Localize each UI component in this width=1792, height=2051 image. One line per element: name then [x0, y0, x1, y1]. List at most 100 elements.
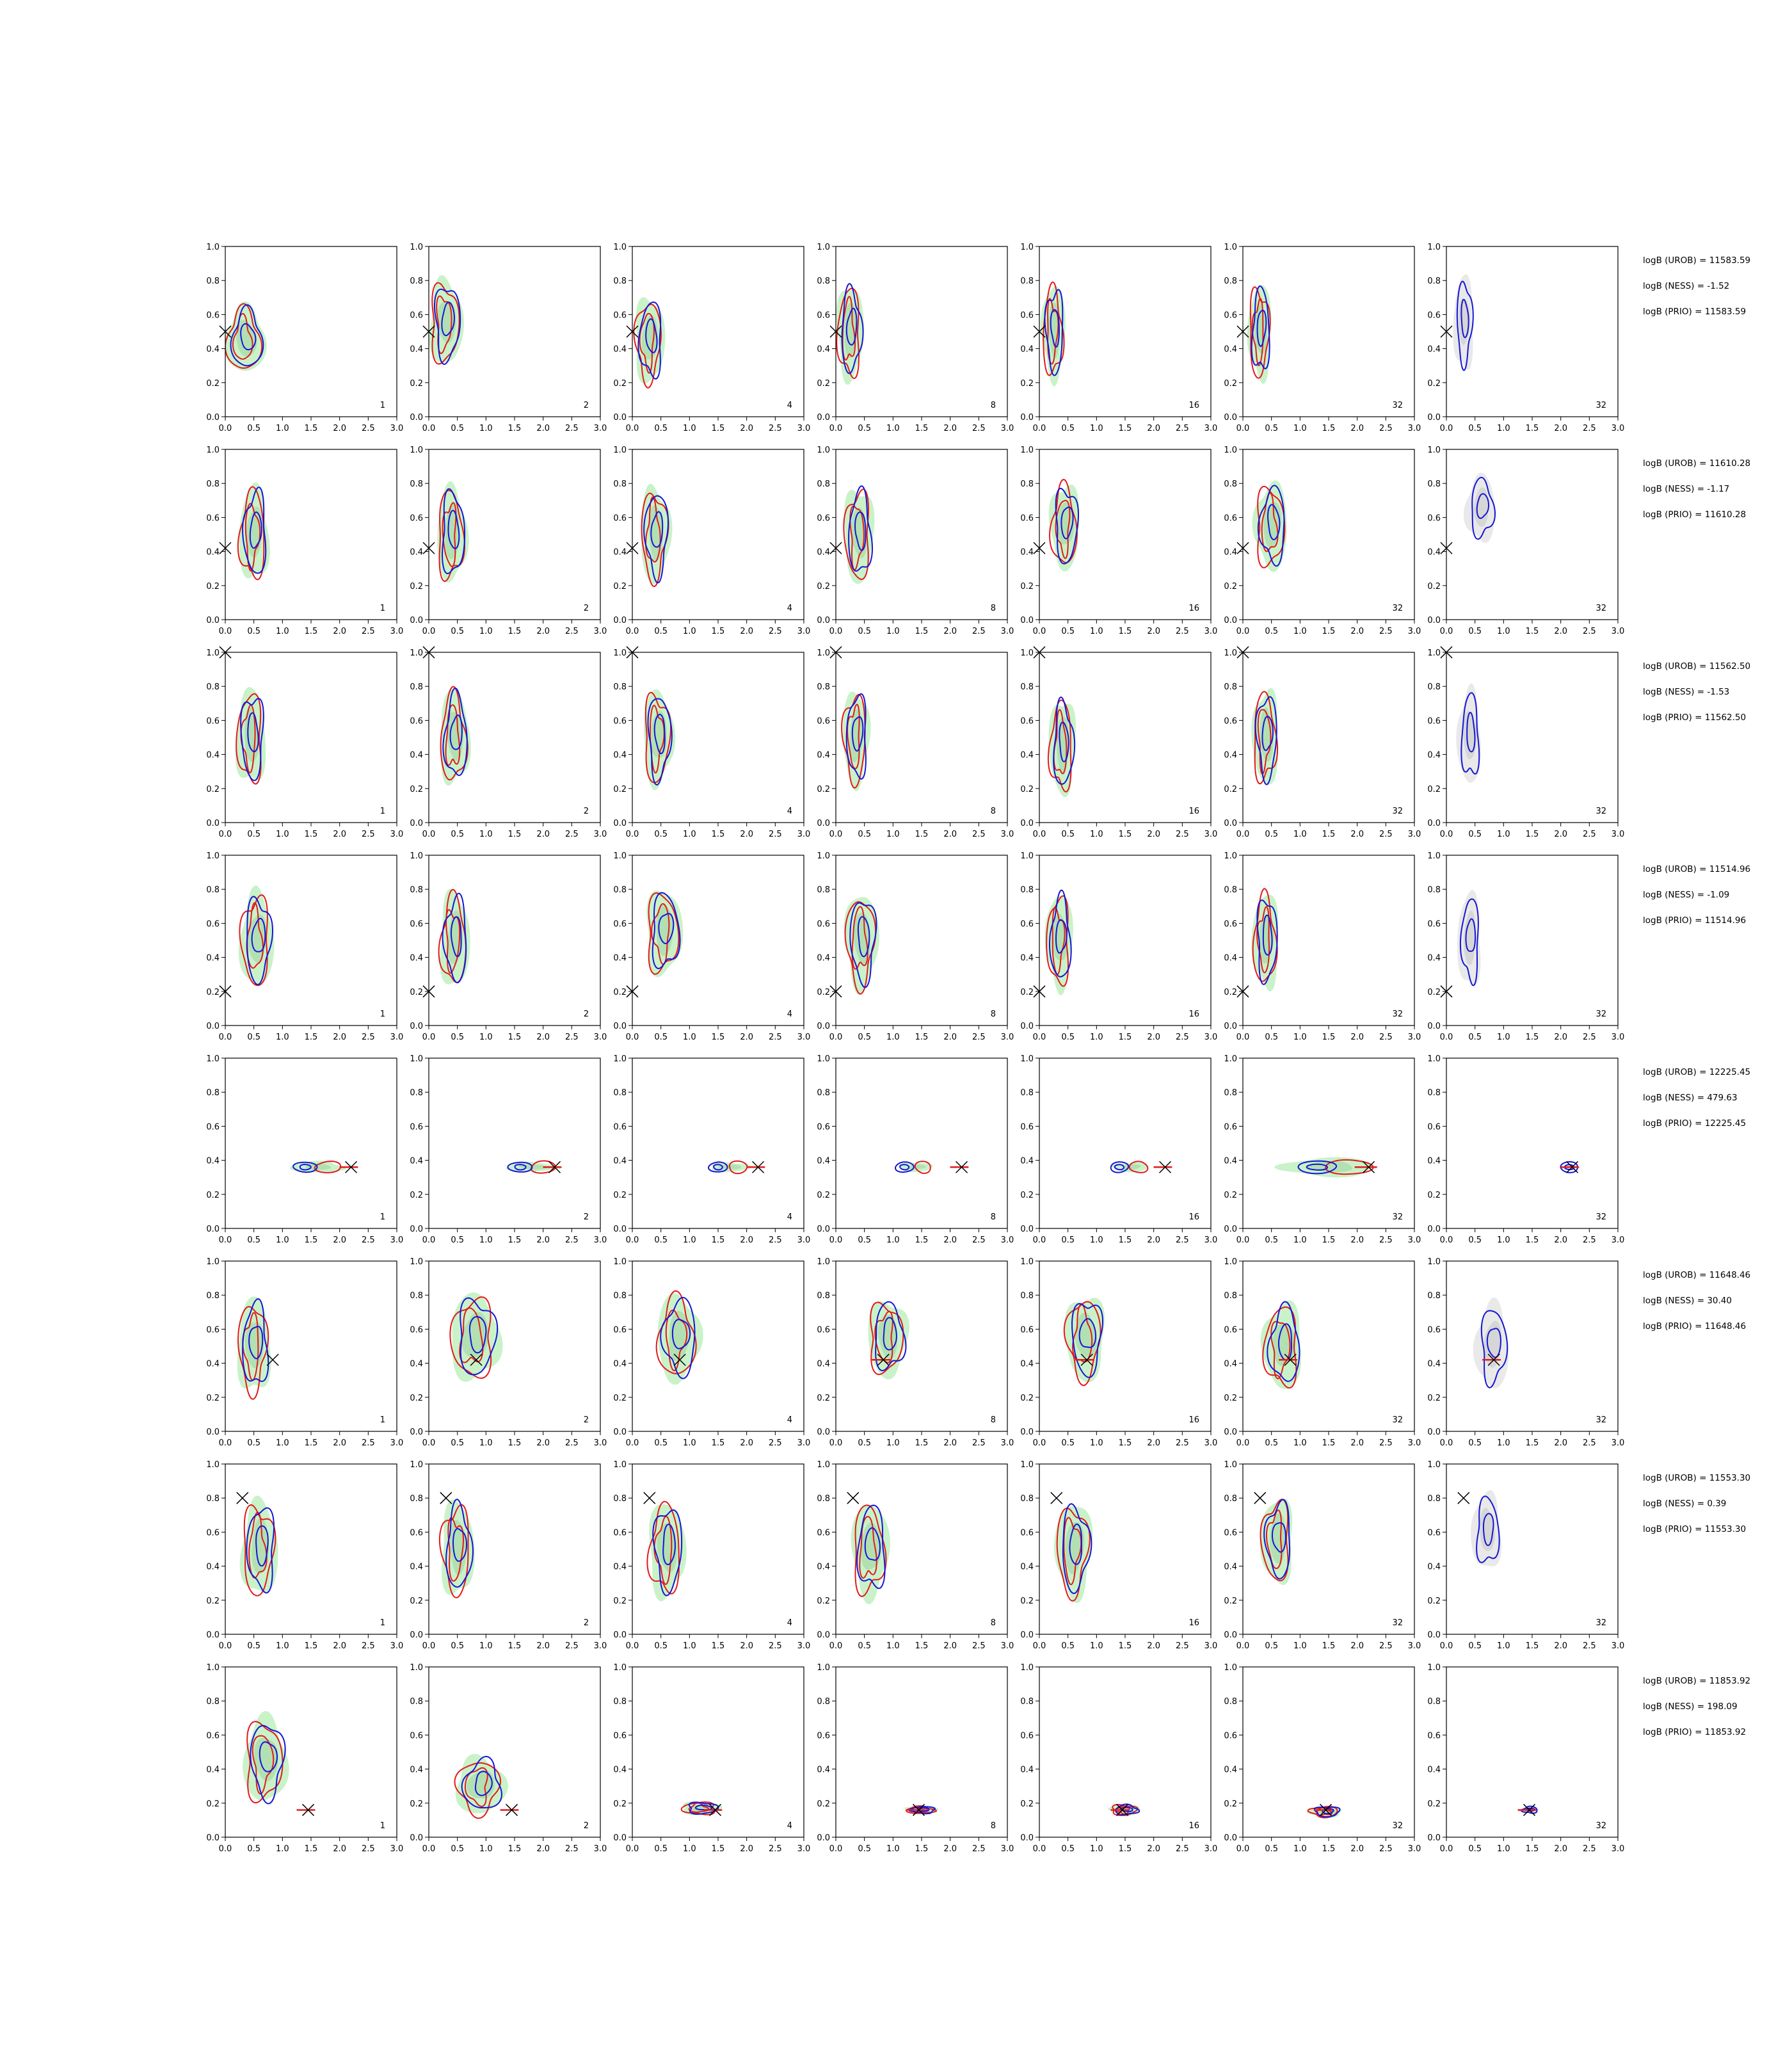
y-tick-label: 0.8: [1020, 1088, 1034, 1098]
x-tick-label: 0.0: [829, 1844, 843, 1854]
axes-frame: [1446, 449, 1619, 620]
panel-contours: [868, 1301, 909, 1379]
x-tick-label: 0.0: [1236, 1641, 1250, 1651]
blue-contour-inner: [653, 714, 666, 755]
y-tick-label: 0.8: [1020, 885, 1034, 895]
axes-frame: [835, 1058, 1008, 1229]
x-tick-label: 1.5: [712, 424, 725, 433]
y-tick-label: 0.4: [410, 1563, 423, 1572]
y-tick-label: 0.6: [410, 1325, 423, 1335]
x-tick-label: 2.0: [740, 1235, 753, 1245]
x-tick-label: 3.0: [1204, 1438, 1218, 1448]
y-tick-label: 0.6: [1427, 513, 1441, 523]
panel-iteration-label: 1: [380, 604, 385, 613]
x-tick-label: 0.5: [247, 1438, 260, 1448]
x-tick-label: 1.5: [915, 1844, 929, 1854]
truth-marker: [506, 1803, 518, 1816]
y-tick-label: 0.0: [1020, 819, 1034, 828]
blue-contour-inner: [1482, 1513, 1494, 1547]
red-contour: [914, 1161, 931, 1174]
y-tick-label: 0.4: [1020, 751, 1034, 760]
blue-contour-inner: [474, 1771, 493, 1796]
y-tick-label: 0.0: [613, 1022, 627, 1031]
red-contour-inner: [1047, 298, 1059, 365]
y-tick-label: 0.0: [206, 1428, 220, 1437]
y-tick-label: 0.6: [1427, 1325, 1441, 1335]
x-tick-label: 1.5: [508, 424, 522, 433]
blue-contour-inner: [1262, 914, 1273, 956]
y-tick-label: 0.0: [410, 1022, 423, 1031]
x-tick-label: 0.0: [219, 1235, 232, 1245]
x-tick-label: 2.0: [1147, 1235, 1160, 1245]
x-tick-label: 0.5: [247, 627, 260, 636]
y-tick-label: 0.8: [1224, 1494, 1237, 1504]
x-tick-label: 1.0: [276, 424, 289, 433]
x-tick-label: 0.0: [829, 1641, 843, 1651]
logb-annotation: logB (UROB) = 11853.92: [1643, 1676, 1751, 1686]
logb-annotation: logB (PRIO) = 11583.59: [1643, 307, 1747, 317]
x-tick-label: 1.0: [1090, 1235, 1103, 1245]
panel-contours: [235, 687, 266, 785]
y-tick-label: 0.6: [410, 716, 423, 726]
y-tick-label: 0.8: [817, 1088, 830, 1098]
y-tick-label: 0.6: [613, 716, 627, 726]
y-tick-label: 0.6: [1427, 1731, 1441, 1741]
y-tick-label: 1.0: [1427, 648, 1441, 658]
y-tick-label: 0.0: [206, 616, 220, 625]
x-tick-label: 2.5: [1583, 1033, 1596, 1042]
y-tick-label: 1.0: [1020, 851, 1034, 861]
x-tick-label: 2.0: [1350, 1844, 1364, 1854]
x-tick-label: 0.5: [654, 1033, 668, 1042]
y-tick-label: 1.0: [613, 243, 627, 252]
y-tick-label: 0.0: [206, 1225, 220, 1234]
blue-contour-inner: [251, 917, 266, 953]
red-contour-outer: [844, 901, 877, 995]
red-contour-inner: [1055, 499, 1071, 559]
x-tick-label: 3.0: [1204, 1844, 1218, 1854]
blue-contour-inner: [713, 1164, 723, 1171]
truth-marker: [1523, 1803, 1536, 1816]
x-tick-label: 1.5: [712, 830, 725, 839]
panel-iteration-label: 8: [991, 1821, 996, 1831]
x-tick-label: 0.0: [1033, 1235, 1046, 1245]
y-tick-label: 0.0: [1224, 616, 1237, 625]
panel-contours: [707, 1160, 765, 1175]
y-tick-label: 0.0: [1427, 616, 1441, 625]
x-tick-label: 2.0: [1147, 424, 1160, 433]
x-tick-label: 1.5: [1322, 1033, 1336, 1042]
panel-r4-c1: 0.0 0.5 1.0 1.5 2.0 2.5 3.0 0.0 0.2 0.4 0.6 0.8 1.0 1: [206, 851, 403, 1042]
x-tick-label: 2.0: [1147, 1641, 1160, 1651]
y-tick-label: 0.0: [817, 1428, 830, 1437]
x-tick-label: 1.0: [1497, 424, 1510, 433]
x-tick-label: 0.0: [1236, 1235, 1250, 1245]
panel-r7-c3: 0.0 0.5 1.0 1.5 2.0 2.5 3.0 0.0 0.2 0.4 0.6 0.8 1.0 4: [613, 1460, 810, 1651]
panel-r8-c3: 0.0 0.5 1.0 1.5 2.0 2.5 3.0 0.0 0.2 0.4 0.6 0.8 1.0 4: [613, 1663, 810, 1854]
panel-contours: [1251, 888, 1279, 992]
x-tick-label: 1.0: [479, 1641, 493, 1651]
x-tick-label: 2.5: [769, 424, 782, 433]
x-tick-label: 1.5: [305, 830, 318, 839]
y-tick-label: 1.0: [817, 1054, 830, 1064]
y-tick-label: 0.2: [410, 1597, 423, 1606]
panel-r5-c5: 0.0 0.5 1.0 1.5 2.0 2.5 3.0 0.0 0.2 0.4 0.6 0.8 1.0 1…: [1020, 1054, 1217, 1245]
x-tick-label: 0.5: [1061, 1844, 1075, 1854]
x-tick-label: 2.5: [1583, 627, 1596, 636]
x-tick-label: 2.5: [1379, 1641, 1393, 1651]
blue-contour-outer: [250, 1725, 286, 1805]
y-tick-label: 1.0: [817, 1460, 830, 1470]
panel-r6-c3: 0.0 0.5 1.0 1.5 2.0 2.5 3.0 0.0 0.2 0.4 0.6 0.8 1.0 4: [613, 1257, 810, 1448]
x-tick-label: 0.5: [247, 1235, 260, 1245]
panel-iteration-label: 8: [991, 807, 996, 816]
red-contour-outer: [236, 693, 262, 785]
y-tick-label: 0.2: [1427, 1394, 1441, 1403]
x-tick-label: 1.0: [1293, 424, 1307, 433]
x-tick-label: 0.5: [451, 830, 464, 839]
y-tick-label: 1.0: [1427, 1054, 1441, 1064]
panel-contours: [1274, 1157, 1377, 1178]
logb-annotation: logB (PRIO) = 11562.50: [1643, 712, 1747, 723]
y-tick-label: 0.6: [410, 310, 423, 320]
y-tick-label: 1.0: [1427, 243, 1441, 252]
blue-contour-outer: [875, 1301, 907, 1372]
x-tick-label: 1.5: [915, 627, 929, 636]
y-tick-label: 0.0: [817, 413, 830, 422]
